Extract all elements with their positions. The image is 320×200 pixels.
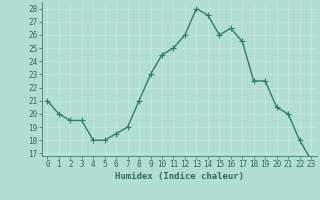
X-axis label: Humidex (Indice chaleur): Humidex (Indice chaleur) xyxy=(115,172,244,181)
